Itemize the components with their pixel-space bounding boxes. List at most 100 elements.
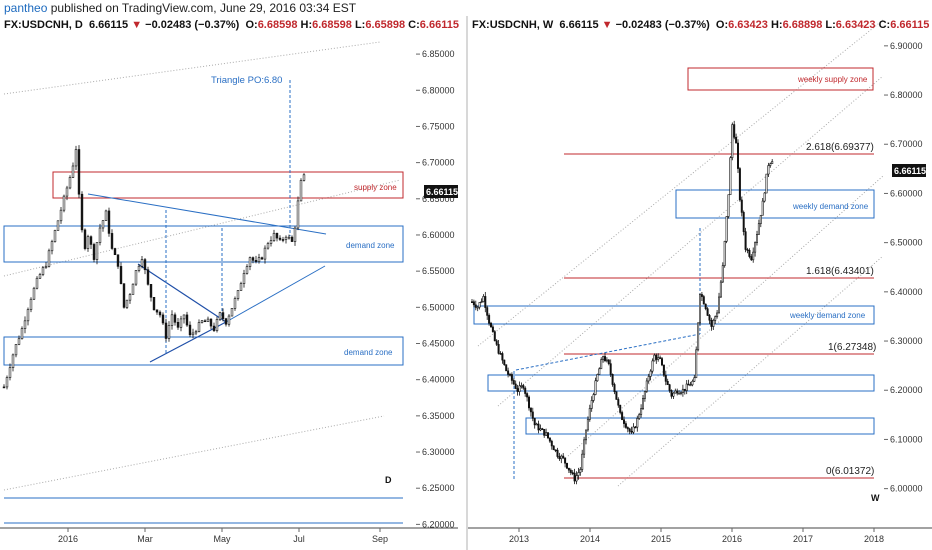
last-price-badge-text: 6.66115 [894,166,926,176]
candle-up [125,299,129,308]
candle-up [134,270,138,285]
candle-down [83,229,87,249]
candle-down [744,231,747,250]
candle-up [761,200,764,216]
candle-up [74,149,78,167]
publisher-username[interactable]: pantheo [4,1,48,15]
candle-up [695,349,698,379]
candle-down [564,457,567,464]
candle-down [666,381,669,385]
weekly-supply-zone-box [687,67,874,91]
demand-zone-box-4 [525,417,875,435]
candle-down [524,387,527,394]
candle-down [161,314,165,324]
candle-down [486,307,489,316]
candle-down [537,423,540,431]
candle-up [632,426,635,433]
candle-up [520,385,523,387]
down-arrow-icon: ▼ [131,19,143,31]
candle-up [689,384,692,387]
candle-up [266,243,270,249]
candle-down [516,388,519,392]
daily-high: 6.68598 [312,19,352,31]
candle-up [263,247,267,260]
candle-down [541,428,544,430]
candle-up [62,195,66,211]
candle-down [212,325,216,331]
candle-down [143,259,147,271]
candle-up [585,429,588,441]
candle-down [664,375,667,382]
candle-up [545,432,548,436]
candle-down [662,364,665,376]
candle-down [508,374,511,376]
candle-up [167,325,171,339]
candle-down [149,284,153,298]
candle-up [47,250,51,267]
y-tick-label: 6.30000 [890,336,923,346]
candle-down [740,199,743,213]
candle-up [723,240,726,266]
candle-up [245,266,249,274]
candle-down [176,321,180,328]
candle-down [687,383,690,386]
daily-chart-canvas[interactable]: supply zone demand zone demand zone Tria… [0,16,458,550]
open-label: O: [245,19,258,31]
candle-down [604,356,607,361]
candle-up [721,265,724,283]
daily-chart-panel[interactable]: supply zone demand zone demand zone Tria… [0,16,459,550]
candle-up [68,177,72,189]
candle-up [674,390,677,394]
candle-up [539,428,542,431]
candle-down [748,250,751,257]
candle-up [65,187,69,197]
candle-down [221,312,225,319]
close-label: C: [878,19,891,31]
candle-up [23,320,27,329]
candle-up [17,338,21,345]
candle-down [552,445,555,451]
candle-down [621,412,624,421]
candle-down [567,467,570,471]
y-axis: 6.85000 6.80000 6.75000 6.70000 6.65000 6.600… [416,49,455,529]
candle-down [164,322,168,339]
high-label: H: [300,19,313,31]
candle-up [86,236,90,249]
fib-2618-label: 2.618(6.69377) [806,142,874,153]
candle-up [638,414,641,419]
x-tick-label: 2018 [864,534,884,544]
candle-down [116,254,120,267]
weekly-symbol[interactable]: FX:USDCNH, W [472,19,554,31]
candle-down [702,296,705,305]
candle-up [194,331,198,334]
candle-down [510,374,513,381]
x-tick-label: 2013 [509,534,529,544]
y-tick-label: 6.90000 [890,41,923,51]
candle-up [14,344,18,356]
y-tick-label: 6.25000 [422,483,455,493]
candle-up [581,453,584,470]
candle-up [20,328,24,340]
fib-0-label: 0(6.01372) [826,466,874,477]
candle-up [302,174,306,181]
y-tick-label: 6.45000 [422,339,455,349]
candle-up [248,257,252,267]
daily-close: 6.66115 [419,19,459,31]
candle-up [583,439,586,455]
candle-up [59,209,63,222]
candle-down [278,237,282,240]
candle-up [56,220,60,231]
candle-up [482,296,485,302]
candle-up [257,257,261,262]
weekly-demand-zone-label-2: weekly demand zone [789,311,866,320]
candle-up [35,277,39,289]
candle-up [50,241,54,252]
candle-down [571,472,574,474]
y-tick-label: 6.55000 [422,266,455,276]
weekly-chart-canvas[interactable]: weekly supply zone weekly demand zone we… [468,16,932,550]
candle-up [672,392,675,397]
weekly-chart-panel[interactable]: weekly supply zone weekly demand zone we… [466,16,932,550]
candle-down [470,301,473,303]
daily-symbol[interactable]: FX:USDCNH, D [4,19,83,31]
candle-up [769,163,772,166]
